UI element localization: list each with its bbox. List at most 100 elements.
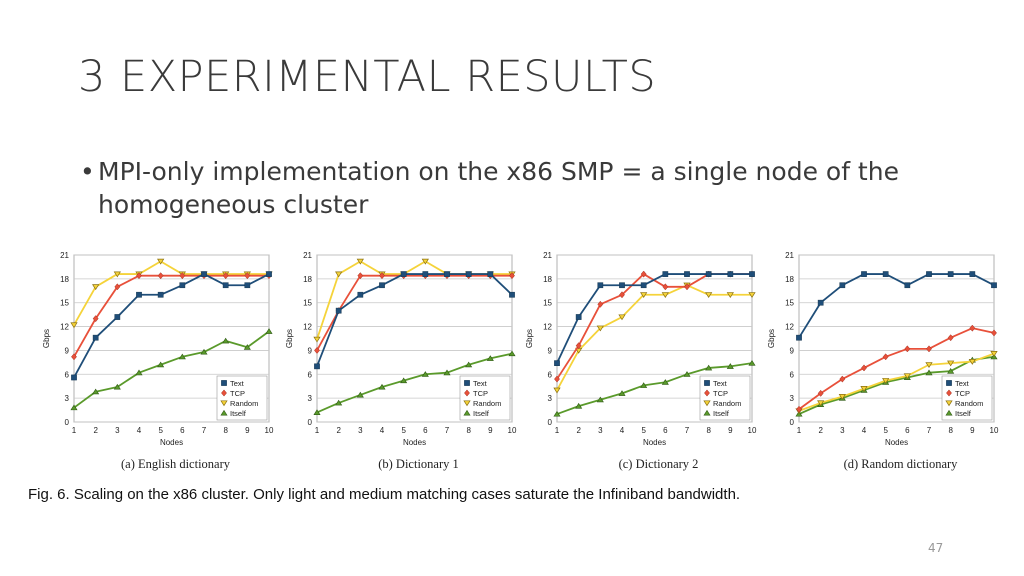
data-point xyxy=(113,383,121,390)
data-point xyxy=(313,336,321,343)
data-point xyxy=(335,307,342,314)
data-point xyxy=(969,324,976,332)
legend-label: Random xyxy=(713,399,741,408)
x-tick-label: 7 xyxy=(685,426,690,435)
y-tick-label: 15 xyxy=(785,299,794,308)
data-point xyxy=(705,292,713,299)
x-tick-label: 9 xyxy=(245,426,250,435)
chart-caption: (a) English dictionary xyxy=(121,457,231,471)
data-point xyxy=(838,394,846,400)
y-axis-label: Gbps xyxy=(767,329,776,348)
x-tick-label: 8 xyxy=(706,426,711,435)
data-point xyxy=(618,314,626,321)
figure-charts: 0 3 6 9 12 15 18 21 1 2 3 4 5 6 7 8 9 10 Nodes Gbps Text TCP R… xyxy=(0,240,1024,480)
data-point xyxy=(640,270,647,278)
data-point xyxy=(179,282,186,289)
data-point xyxy=(465,361,473,368)
data-point xyxy=(991,329,997,337)
y-tick-label: 9 xyxy=(790,346,795,355)
data-point xyxy=(421,371,429,377)
legend-marker xyxy=(703,409,711,416)
data-point xyxy=(882,378,890,384)
data-point xyxy=(661,379,669,385)
series-itself xyxy=(553,359,756,417)
series-line-tcp xyxy=(798,327,995,411)
x-tick-label: 4 xyxy=(137,426,142,435)
data-point xyxy=(400,271,407,277)
legend-marker xyxy=(463,400,471,407)
series-itself xyxy=(313,350,516,415)
data-point xyxy=(684,271,690,277)
data-point xyxy=(947,334,954,342)
legend-label: Itself xyxy=(473,409,490,418)
series-text xyxy=(71,271,272,381)
series-line-tcp xyxy=(73,274,269,358)
x-axis-label: Nodes xyxy=(643,438,666,447)
data-point xyxy=(904,345,911,353)
data-point xyxy=(705,364,713,371)
y-tick-label: 12 xyxy=(543,323,552,332)
data-point xyxy=(839,282,846,289)
series-line-itself xyxy=(556,362,753,415)
legend-marker xyxy=(220,400,228,407)
legend-marker xyxy=(946,380,952,386)
data-point xyxy=(596,396,604,403)
y-tick-label: 15 xyxy=(60,299,69,308)
series-text xyxy=(554,271,755,367)
legend-label: Itself xyxy=(230,409,247,418)
y-tick-label: 6 xyxy=(308,370,313,379)
data-point xyxy=(222,337,230,344)
page-number: 47 xyxy=(928,541,944,555)
data-point xyxy=(243,344,251,350)
x-tick-label: 10 xyxy=(265,426,274,435)
y-tick-label: 3 xyxy=(65,394,70,403)
y-tick-label: 18 xyxy=(60,275,69,284)
data-point xyxy=(640,382,648,388)
data-point xyxy=(421,258,429,265)
data-point xyxy=(640,282,647,289)
data-point xyxy=(969,271,976,277)
legend-label: TCP xyxy=(230,389,245,398)
y-tick-label: 12 xyxy=(60,323,69,332)
data-point xyxy=(990,351,998,357)
x-tick-label: 3 xyxy=(115,426,120,435)
data-point xyxy=(925,362,933,369)
y-tick-label: 18 xyxy=(543,275,552,284)
legend-label: Text xyxy=(955,379,970,388)
data-point xyxy=(726,292,734,299)
data-point xyxy=(861,271,867,277)
x-tick-label: 6 xyxy=(423,426,428,435)
legend-label: Text xyxy=(473,379,488,388)
x-tick-label: 9 xyxy=(488,426,493,435)
y-tick-label: 6 xyxy=(548,370,553,379)
data-point xyxy=(596,325,604,332)
data-point xyxy=(71,353,77,361)
x-tick-label: 9 xyxy=(970,426,975,435)
data-point xyxy=(92,315,99,323)
legend-label: Itself xyxy=(713,409,730,418)
data-point xyxy=(661,292,669,299)
data-point xyxy=(487,271,494,277)
series-line-text xyxy=(73,273,270,378)
data-point xyxy=(222,282,229,289)
data-point xyxy=(71,374,77,381)
data-point xyxy=(817,299,824,306)
data-point xyxy=(357,272,364,280)
x-tick-label: 1 xyxy=(797,426,802,435)
series-line-text xyxy=(798,273,995,339)
legend-label: TCP xyxy=(473,389,488,398)
legend-marker xyxy=(946,389,952,397)
legend-label: TCP xyxy=(713,389,728,398)
series-tcp xyxy=(796,324,997,413)
data-point xyxy=(135,369,143,376)
data-point xyxy=(443,369,451,376)
y-tick-label: 0 xyxy=(308,418,313,427)
data-point xyxy=(200,348,208,355)
data-point xyxy=(926,271,932,277)
data-point xyxy=(444,271,450,277)
